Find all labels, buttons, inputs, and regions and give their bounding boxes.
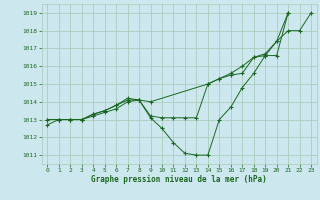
- X-axis label: Graphe pression niveau de la mer (hPa): Graphe pression niveau de la mer (hPa): [91, 175, 267, 184]
